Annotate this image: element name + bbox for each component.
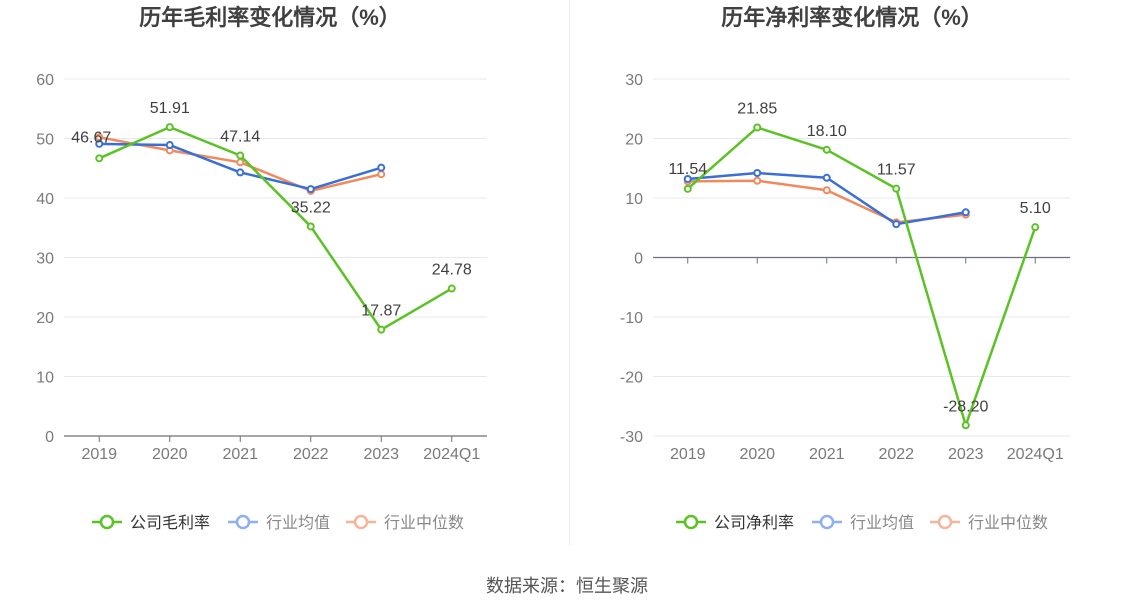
- chart1-legend-marker: [235, 514, 251, 530]
- chart1-data-point-0: [306, 222, 315, 231]
- chart1-legend-label: 公司毛利率: [130, 514, 210, 532]
- chart2-data-point-0: [683, 184, 692, 193]
- chart2-x-tick-label: 2024Q1: [1007, 446, 1064, 463]
- chart2-data-point-0: [961, 421, 970, 430]
- chart1-data-point-0: [377, 325, 386, 334]
- chart2-y-tick-label: 30: [625, 72, 643, 89]
- chart2-y-tick-label: -10: [620, 310, 643, 327]
- chart2-x-tick-label: 2022: [878, 446, 914, 463]
- chart2-legend-marker: [937, 514, 953, 530]
- chart1-x-tick-label: 2021: [222, 446, 258, 463]
- chart2-x-tick-label: 2021: [809, 446, 845, 463]
- chart2-data-point-1: [683, 174, 692, 183]
- chart1-y-tick-label: 20: [36, 310, 54, 327]
- panel-divider: [569, 0, 570, 545]
- chart1-data-point-0: [236, 151, 245, 160]
- chart2-data-point-0: [822, 145, 831, 154]
- chart1-data-point-1: [377, 163, 386, 172]
- chart1-data-label: 35.22: [291, 199, 331, 216]
- chart1-data-point-1: [95, 139, 104, 148]
- chart2-data-label: 11.57: [877, 162, 916, 179]
- chart1-data-point-1: [236, 168, 245, 177]
- chart2-y-tick-label: -20: [620, 370, 643, 387]
- chart1-data-point-2: [236, 158, 245, 167]
- chart1-series-line-0: [98, 125, 453, 331]
- chart1-legend-marker: [99, 514, 115, 530]
- chart2-y-tick-label: 20: [625, 132, 643, 149]
- chart2-data-point-0: [1031, 223, 1040, 232]
- chart1-legend-label: 行业均值: [266, 514, 330, 532]
- chart1-y-tick-label: 30: [36, 251, 54, 268]
- chart2-data-point-0: [753, 123, 762, 132]
- chart1-data-point-0: [95, 154, 104, 163]
- chart1-y-tick-label: 10: [36, 370, 54, 387]
- chart1-legend-marker: [353, 514, 369, 530]
- chart1-series-line-1: [99, 142, 382, 191]
- chart2-x-tick-label: 2020: [739, 446, 775, 463]
- chart2-series-line-0: [686, 126, 1037, 427]
- chart1-y-tick-label: 50: [36, 132, 54, 149]
- chart2-y-tick-label: 0: [634, 251, 643, 268]
- chart1-data-label: 17.87: [361, 303, 401, 320]
- chart2-data-label: 11.54: [668, 161, 707, 178]
- chart2-data-point-0: [892, 184, 901, 193]
- chart2-y-tick-label: 10: [625, 191, 643, 208]
- chart1-data-point-1: [306, 185, 315, 194]
- chart1-x-tick-label: 2024Q1: [423, 446, 480, 463]
- chart1-data-label: 47.14: [220, 129, 260, 146]
- chart2-y-tick-label: -30: [620, 429, 643, 446]
- chart2-data-point-2: [822, 186, 831, 195]
- chart1-legend-label: 行业中位数: [384, 514, 464, 532]
- chart2-data-point-1: [892, 220, 901, 229]
- chart2-data-point-1: [961, 208, 970, 217]
- chart1-data-point-2: [377, 170, 386, 179]
- chart2-legend-marker: [683, 514, 699, 530]
- chart2-data-label: -28.20: [943, 398, 988, 415]
- chart1-x-tick-label: 2022: [293, 446, 329, 463]
- chart1-data-point-1: [165, 141, 174, 150]
- chart1-data-label: 24.78: [432, 262, 472, 279]
- chart1-y-tick-label: 0: [45, 429, 54, 446]
- chart1-y-tick-label: 60: [36, 72, 54, 89]
- chart2-data-point-1: [753, 169, 762, 178]
- chart1-data-label: 51.91: [150, 100, 190, 117]
- chart2-legend-label: 行业均值: [850, 514, 914, 532]
- chart2-legend-marker: [819, 514, 835, 530]
- chart2-x-tick-label: 2019: [670, 446, 706, 463]
- chart2-data-point-1: [822, 173, 831, 182]
- chart2-title: 历年净利率变化情况（%）: [721, 5, 983, 30]
- chart1-data-point-0: [165, 123, 174, 132]
- chart1-data-point-0: [447, 284, 456, 293]
- data-source-label: 数据来源：恒生聚源: [486, 576, 648, 596]
- chart2-data-label: 5.10: [1020, 200, 1051, 217]
- chart2-legend-label: 公司净利率: [714, 514, 794, 532]
- chart1-data-label: 46.67: [71, 129, 111, 146]
- chart2-data-label: 18.10: [807, 123, 847, 140]
- chart1-title: 历年毛利率变化情况（%）: [139, 5, 401, 30]
- chart1-x-tick-label: 2019: [81, 446, 117, 463]
- chart2-data-label: 21.85: [737, 100, 777, 117]
- chart1-x-tick-label: 2023: [363, 446, 399, 463]
- chart2-legend-label: 行业中位数: [968, 514, 1048, 532]
- chart2-data-point-2: [753, 176, 762, 185]
- chart1-x-tick-label: 2020: [152, 446, 188, 463]
- chart1-y-tick-label: 40: [36, 191, 54, 208]
- chart2-x-tick-label: 2023: [948, 446, 984, 463]
